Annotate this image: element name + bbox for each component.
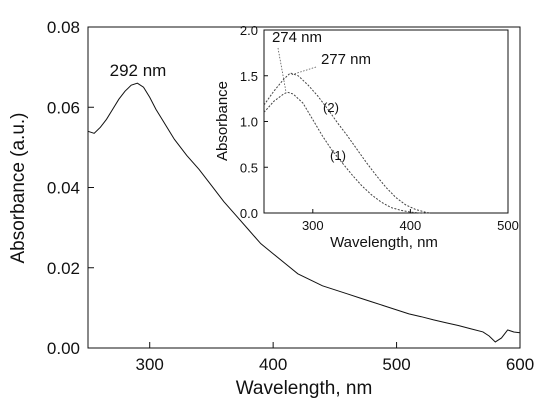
inset-annotation-leader-277 xyxy=(290,66,317,76)
inset-y-tick-label: 1.0 xyxy=(240,115,258,130)
inset-y-axis-title: Absorbance xyxy=(214,81,231,161)
main-series-line-1 xyxy=(87,82,521,343)
inset-peak-annotation-274: 274 nm xyxy=(272,29,322,46)
inset-series-group xyxy=(263,72,431,214)
inset-y-tick-label: 2.0 xyxy=(240,23,258,38)
main-y-tick-label: 0.04 xyxy=(47,179,80,198)
inset-ticks: 300 400 500 0.0 0.5 1.0 1.5 2.0 xyxy=(240,23,519,233)
main-x-tick-label: 500 xyxy=(382,355,410,374)
inset-x-tick-label: 300 xyxy=(302,218,324,233)
inset-x-axis-title: Wavelength, nm xyxy=(330,234,438,251)
inset-series-line-2 xyxy=(263,72,431,214)
main-peak-annotation: 292 nm xyxy=(110,61,167,80)
main-x-tick-label: 600 xyxy=(506,355,534,374)
inset-background xyxy=(264,30,508,213)
main-y-tick-label: 0.06 xyxy=(47,98,80,117)
inset-y-tick-label: 0.5 xyxy=(240,160,258,175)
main-x-tick-label: 300 xyxy=(136,355,164,374)
inset-x-tick-label: 500 xyxy=(497,218,519,233)
inset-series-label-2: (2) xyxy=(323,100,339,115)
main-x-tick-label: 400 xyxy=(259,355,287,374)
inset-x-tick-label: 400 xyxy=(400,218,422,233)
inset-y-tick-label: 1.5 xyxy=(240,69,258,84)
main-y-axis-title: Absorbance (a.u.) xyxy=(8,112,29,263)
main-x-axis-title: Wavelength, nm xyxy=(236,378,373,399)
main-y-tick-label: 0.02 xyxy=(47,259,80,278)
main-y-tick-label: 0.00 xyxy=(47,339,80,358)
inset-series-label-1: (1) xyxy=(330,148,346,163)
main-series-group xyxy=(87,82,521,343)
inset-y-tick-label: 0.0 xyxy=(240,206,258,221)
inset-peak-annotation-277: 277 nm xyxy=(321,51,371,68)
main-y-tick-label: 0.08 xyxy=(47,18,80,37)
inset-annotation-leader-274 xyxy=(277,47,287,93)
main-ticks: 300 400 500 600 0.00 0.02 0.04 0.06 0.08 xyxy=(47,18,534,374)
